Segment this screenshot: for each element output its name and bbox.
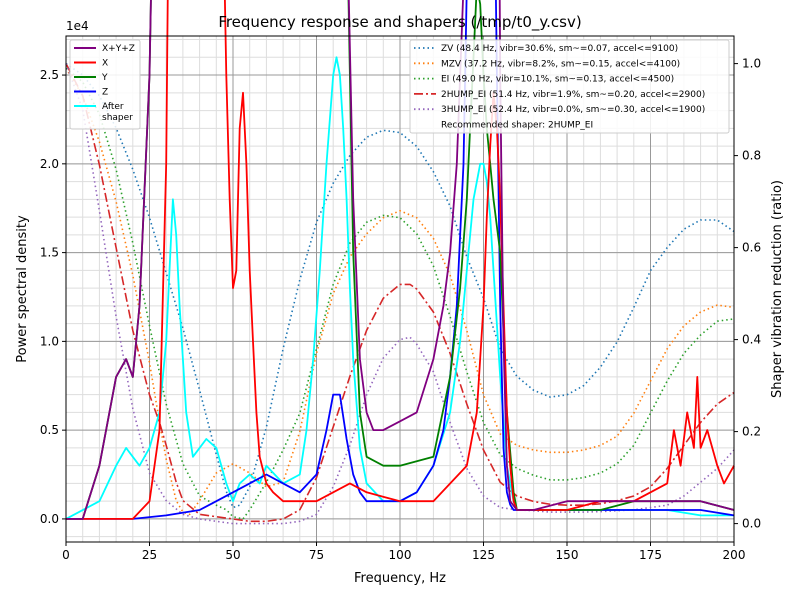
x-tick-label: 50 [225, 548, 240, 562]
psd-curve [66, 0, 735, 520]
y2-tick-label: 0.4 [742, 333, 761, 347]
psd-legend: X+Y+Z XYZ After shaper [69, 39, 141, 130]
y-tick-label: 1.5 [40, 246, 59, 260]
legend-entry: After shaper [102, 102, 133, 123]
chart-title: Frequency response and shapers (/tmp/t0_… [218, 13, 581, 32]
x-tick-label: 75 [309, 548, 324, 562]
y-axis-label: Power spectral density [15, 215, 30, 363]
legend-entry: X+Y+Z [102, 44, 135, 54]
shaper-curve [65, 67, 735, 520]
legend-entry: Y [101, 73, 108, 83]
legend-entry: EI (49.0 Hz, vibr=10.1%, sm~=0.13, accel… [441, 75, 674, 85]
y-offset-text: 1e4 [66, 19, 89, 33]
y-tick-label: 1.0 [40, 334, 59, 348]
axis-ticks: 0 25 50 75 100 125 150 175 200 0.0 0.5 1.0 1.5 2.0 2.5… [40, 57, 761, 562]
shaper-legend: ZV (48.4 Hz, vibr=30.6%, sm~=0.07, accel… [409, 39, 730, 134]
y2-axis-label: Shaper vibration reduction (ratio) [770, 180, 785, 398]
shaper-curve [65, 67, 735, 516]
legend-entry: MZV (37.2 Hz, vibr=8.2%, sm~=0.15, accel… [441, 59, 680, 69]
y-tick-label: 0.0 [40, 512, 59, 526]
legend-entry: 2HUMP_EI (51.4 Hz, vibr=1.9%, sm~=0.20, … [441, 90, 705, 100]
x-tick-label: 150 [556, 548, 579, 562]
y2-tick-label: 0.6 [742, 241, 761, 255]
x-tick-label: 175 [639, 548, 662, 562]
x-tick-label: 25 [142, 548, 157, 562]
y2-tick-label: 0.2 [742, 425, 761, 439]
x-axis-label: Frequency, Hz [354, 571, 446, 586]
legend-entry: X [102, 59, 108, 69]
shaper-legend-box [409, 39, 730, 134]
y2-tick-label: 1.0 [742, 57, 761, 71]
x-tick-label: 200 [723, 548, 746, 562]
y-tick-label: 2.5 [40, 68, 59, 82]
psd-curve [65, 56, 734, 520]
y2-tick-label: 0.8 [742, 149, 761, 163]
y2-tick-label: 0.0 [742, 517, 761, 531]
legend-entry: 3HUMP_EI (52.4 Hz, vibr=0.0%, sm~=0.30, … [441, 105, 705, 115]
y-tick-label: 0.5 [40, 423, 59, 437]
legend-entry: ZV (48.4 Hz, vibr=30.6%, sm~=0.07, accel… [441, 44, 678, 54]
legend-entry: Z [102, 88, 108, 98]
x-tick-label: 0 [62, 548, 70, 562]
x-tick-label: 125 [472, 548, 495, 562]
recommended-shaper-text: Recommended shaper: 2HUMP_EI [441, 121, 593, 131]
x-tick-label: 100 [389, 548, 412, 562]
y-tick-label: 2.0 [40, 157, 59, 171]
